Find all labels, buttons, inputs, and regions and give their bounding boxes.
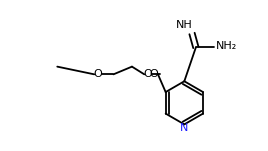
Text: NH₂: NH₂	[216, 41, 237, 51]
Text: N: N	[180, 123, 188, 133]
Text: O: O	[150, 69, 158, 79]
Text: O: O	[144, 69, 152, 79]
Text: O: O	[94, 69, 102, 79]
Text: NH: NH	[176, 20, 193, 30]
